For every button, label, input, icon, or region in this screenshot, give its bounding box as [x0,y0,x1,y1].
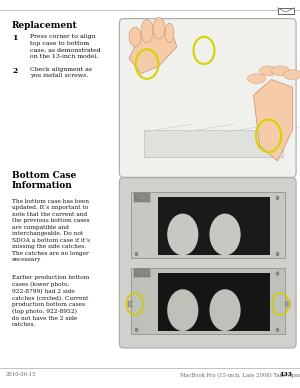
Bar [128,301,132,307]
Bar [286,301,290,307]
Polygon shape [144,130,284,157]
Ellipse shape [248,74,266,83]
Bar [158,197,269,255]
Text: MacBook Pro (15-inch, Late 2008) Take Apart — Bottom Case: MacBook Pro (15-inch, Late 2008) Take Ap… [180,372,300,378]
Text: Bottom Case
Information: Bottom Case Information [12,171,76,191]
Text: The bottom case has been
updated. It’s important to
note that the current and
th: The bottom case has been updated. It’s i… [12,199,90,262]
Circle shape [135,272,138,275]
Ellipse shape [129,27,141,47]
Ellipse shape [209,289,241,331]
Circle shape [135,252,138,256]
Circle shape [276,272,279,275]
Text: Press corner to align
top case to bottom
case, as demonstrated
on the 13-inch mo: Press corner to align top case to bottom… [30,34,101,59]
Polygon shape [254,80,292,161]
Bar [158,273,269,331]
Ellipse shape [153,17,165,39]
Circle shape [135,196,138,200]
Text: 2: 2 [12,67,17,75]
Text: Check alignment as
you install screws.: Check alignment as you install screws. [30,67,92,78]
Circle shape [135,328,138,332]
Text: Earlier production bottom
cases (lower photo,
922-8799) had 2 side
catches (circ: Earlier production bottom cases (lower p… [12,275,89,327]
Ellipse shape [167,289,198,331]
Bar [134,193,150,202]
Ellipse shape [260,66,278,76]
Bar [130,192,285,258]
Ellipse shape [284,70,300,80]
Ellipse shape [165,23,174,43]
FancyBboxPatch shape [119,19,296,177]
Ellipse shape [141,19,153,43]
Polygon shape [129,31,177,74]
Bar [130,268,285,334]
Ellipse shape [209,213,241,255]
FancyBboxPatch shape [119,178,296,348]
Circle shape [276,252,279,256]
Circle shape [276,328,279,332]
Bar [134,269,150,277]
Text: 2010-06-15: 2010-06-15 [6,372,37,378]
Text: 133: 133 [280,372,292,378]
Circle shape [276,196,279,200]
Bar [278,8,294,14]
Text: Replacement: Replacement [12,21,78,30]
Ellipse shape [167,213,198,255]
Ellipse shape [272,66,290,76]
Text: 1: 1 [12,34,17,42]
